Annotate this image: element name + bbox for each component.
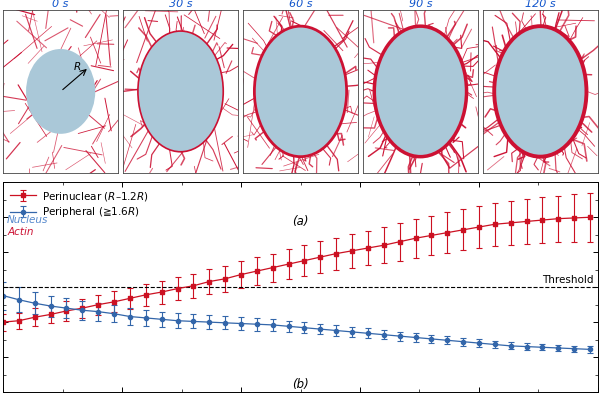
- Title: 60 s: 60 s: [288, 0, 313, 9]
- Title: 90 s: 90 s: [409, 0, 432, 9]
- Title: 120 s: 120 s: [525, 0, 556, 9]
- Ellipse shape: [26, 49, 95, 134]
- Legend: Perinuclear ($R$–1.2$R$), Peripheral (≧1.6$R$): Perinuclear ($R$–1.2$R$), Peripheral (≧1…: [8, 188, 150, 221]
- Text: (b): (b): [292, 378, 309, 391]
- Ellipse shape: [374, 26, 466, 157]
- Ellipse shape: [254, 26, 347, 157]
- Text: (a): (a): [292, 215, 309, 228]
- Text: Actin: Actin: [7, 227, 34, 236]
- Title: 0 s: 0 s: [52, 0, 69, 9]
- Ellipse shape: [494, 26, 587, 157]
- Title: 30 s: 30 s: [169, 0, 192, 9]
- Ellipse shape: [138, 31, 223, 152]
- Text: Nucleus: Nucleus: [7, 215, 49, 225]
- Text: Threshold: Threshold: [543, 275, 594, 285]
- Text: $R$: $R$: [73, 60, 81, 72]
